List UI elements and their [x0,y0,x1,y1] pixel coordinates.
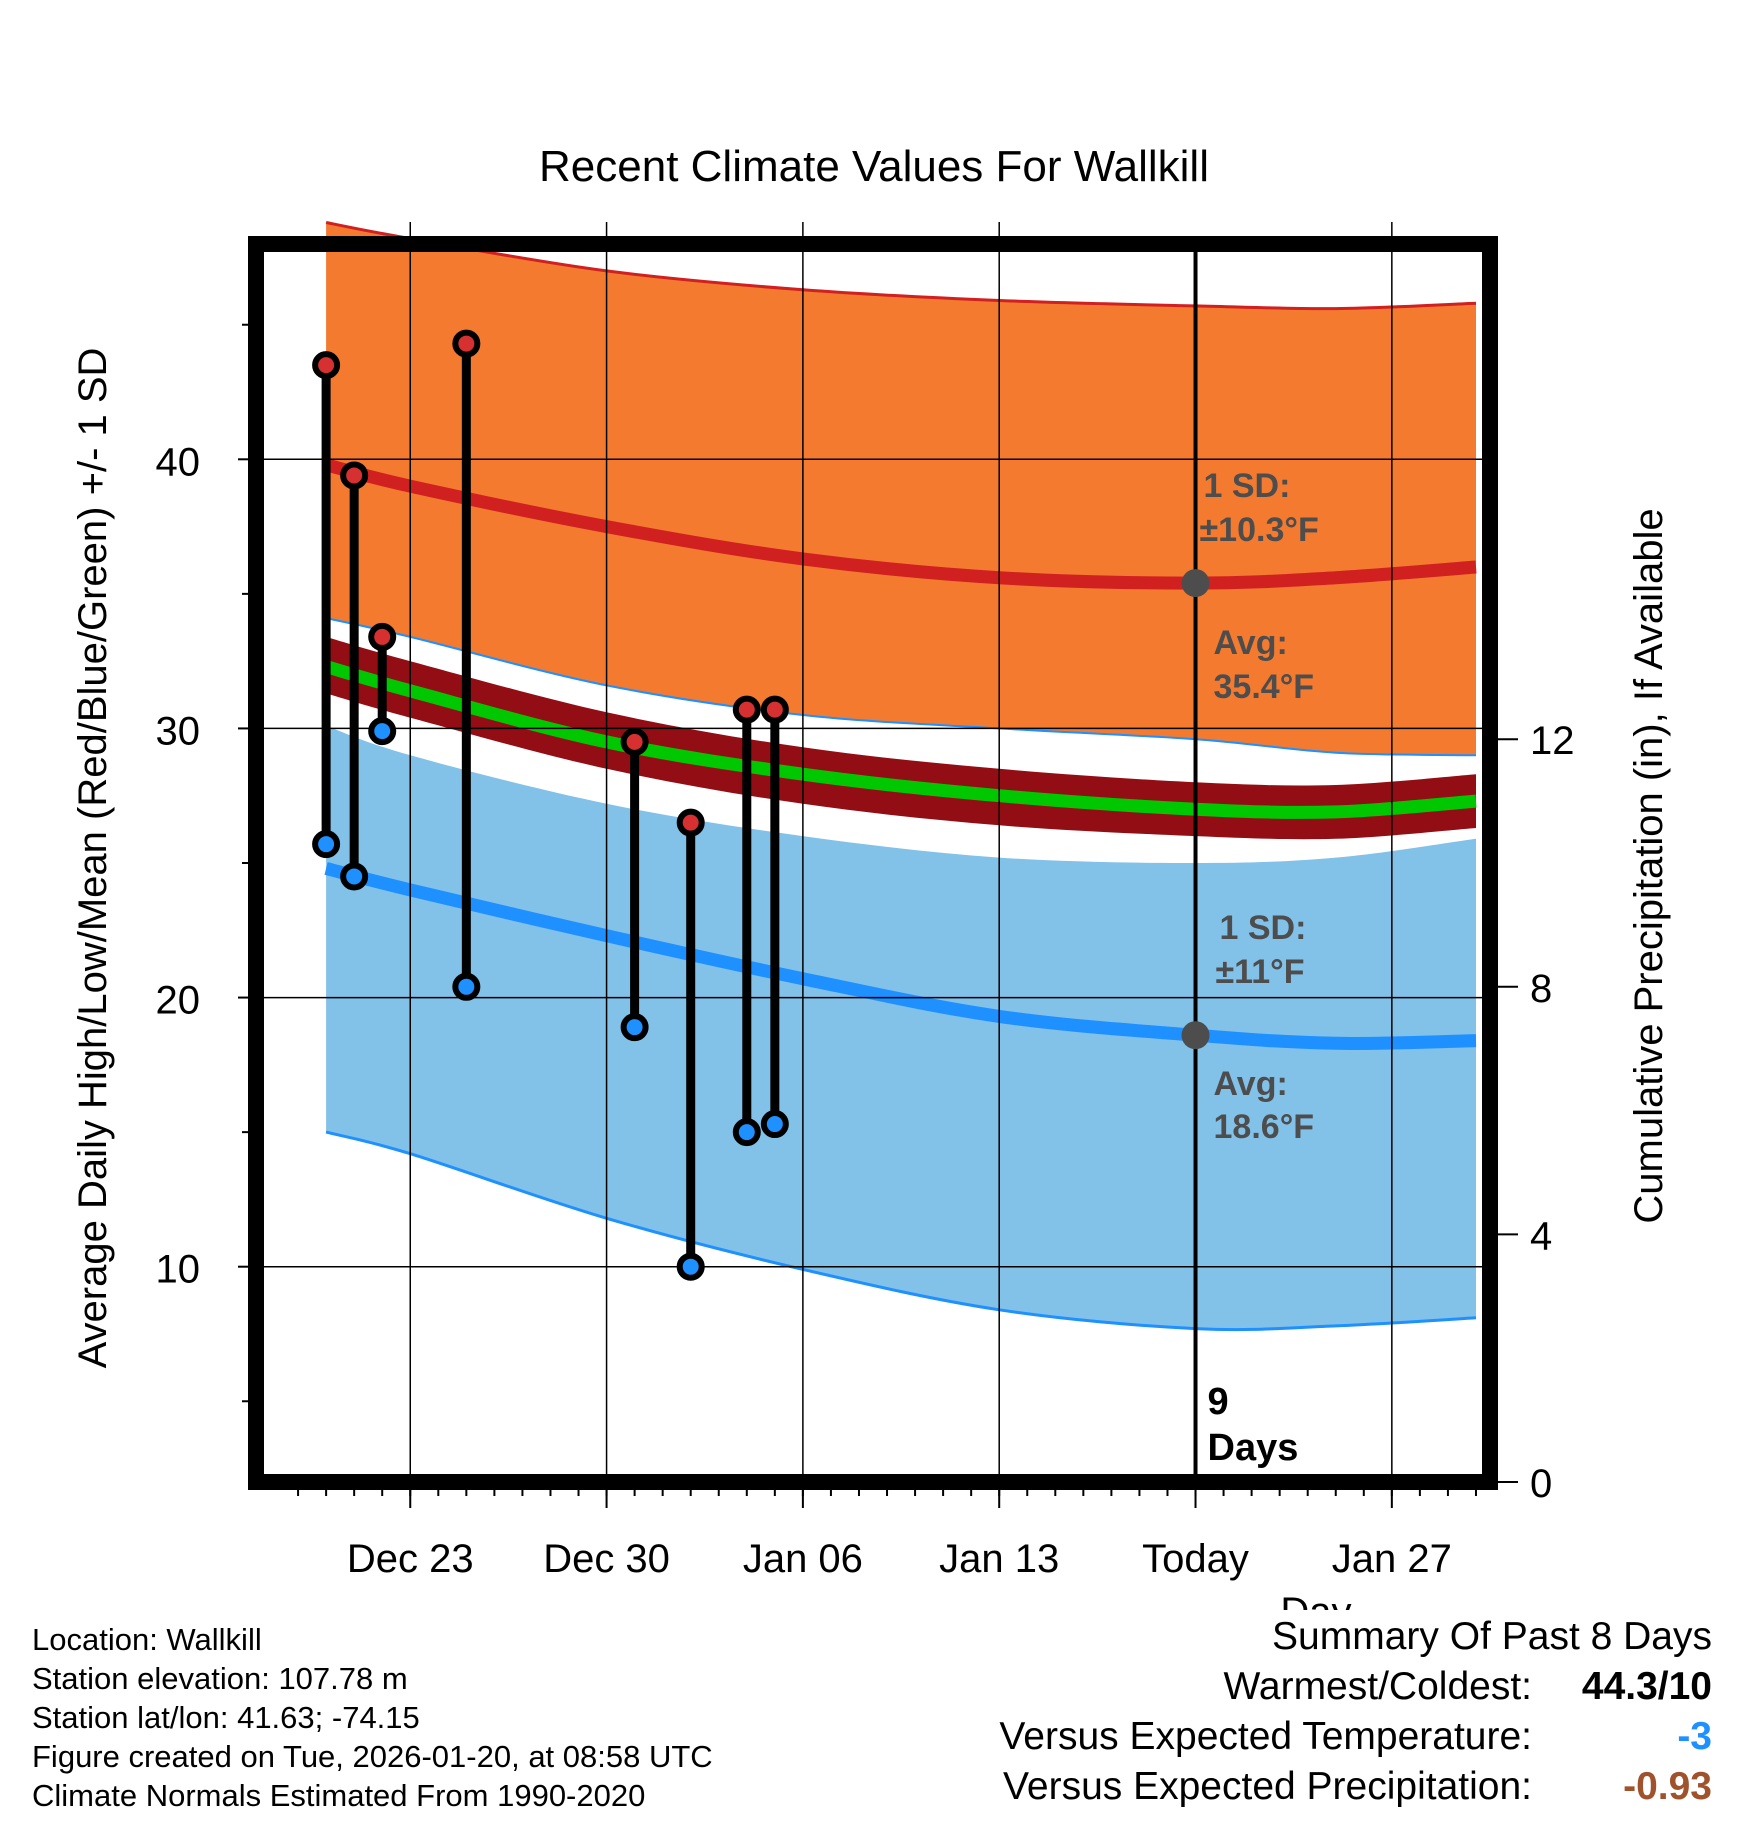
station-info: Location: Wallkill Station elevation: 10… [32,1620,713,1815]
observed-high-point-3 [452,329,481,358]
x-axis-label: Day [1280,1590,1351,1610]
high-avg-label: Avg: [1214,624,1288,662]
warm-cold-row: Warmest/Coldest: 44.3/10 [999,1662,1712,1712]
low-avg-value: 18.6°F [1214,1108,1315,1146]
observed-low-point-7 [760,1110,789,1139]
observed-low-point-3 [452,972,481,1001]
today-avg-marker-0 [1181,569,1210,598]
warm-cold-label: Warmest/Coldest: [1223,1665,1532,1708]
mean-sd-band [326,636,1477,840]
y-tick-label-10: 10 [156,1248,201,1292]
high-sd-label: 1 SD: [1204,467,1291,505]
observed-high-point-5 [676,808,705,837]
temp-row: Versus Expected Temperature: -3 [999,1712,1712,1762]
normals-text: Climate Normals Estimated From 1990-2020 [32,1778,646,1813]
y-axis-label: Average Daily High/Low/Mean (Red/Blue/Gr… [71,348,115,1369]
observed-values [312,329,1210,1281]
observed-high-point-4 [620,727,649,756]
y-tick-label-30: 30 [156,709,201,753]
observed-low-point-1 [340,862,369,891]
x-tick-label--14: Jan 06 [743,1537,863,1581]
observed-high-point-7 [760,695,789,724]
observed-high-point-6 [732,695,761,724]
y-tick-label-20: 20 [156,979,201,1023]
elevation-text: Station elevation: 107.78 m [32,1661,408,1696]
high-sd-value: ±10.3°F [1200,511,1319,549]
x-tick-label-7: Jan 27 [1332,1537,1452,1581]
summary-title: Summary Of Past 8 Days [1272,1615,1712,1658]
observed-low-point-5 [676,1252,705,1281]
precip-value: -0.93 [1623,1765,1712,1808]
y2-tick-label-0: 0 [1530,1462,1552,1506]
axis-ticks: 10 20 30 40 0 4 8 12 Dec 23 Dec 30 Jan 06 Jan 13 Tod… [156,323,1575,1581]
normal-bands [324,221,1477,1332]
created-text: Figure created on Tue, 2026-01-20, at 08… [32,1739,713,1774]
observed-low-point-6 [732,1118,761,1147]
x-tick-label--28: Dec 23 [347,1537,474,1581]
observed-high-point-0 [312,351,341,380]
location-text: Location: Wallkill [32,1622,262,1657]
high-sd-band [326,222,1477,756]
y2-tick-label-12: 12 [1530,719,1575,763]
observed-high-point-1 [340,461,369,490]
low-sd-value: ±11°F [1216,953,1305,991]
grid-lines [256,222,1490,1482]
precip-row: Versus Expected Precipitation: -0.93 [999,1762,1712,1812]
x-tick-label-0: Today [1142,1537,1249,1581]
frame-border [248,236,1498,1490]
y2-axis-label: Cumulative Precipitation (in), If Availa… [1627,508,1671,1223]
days-count: 9 [1208,1381,1229,1423]
today-avg-marker-1 [1181,1021,1210,1050]
low-sd-label: 1 SD: [1220,909,1307,947]
warm-cold-value: 44.3/10 [1581,1665,1712,1708]
low-lower-edge [325,1130,1477,1332]
observed-low-point-2 [368,717,397,746]
chart-title: Recent Climate Values For Wallkill [539,142,1209,191]
y-tick-label-40: 40 [156,440,201,484]
observed-low-point-4 [620,1013,649,1042]
temp-label: Versus Expected Temperature: [999,1715,1532,1758]
summary-panel: Summary Of Past 8 Days Warmest/Coldest: 4… [999,1612,1712,1812]
climate-chart: Recent Climate Values For Wallkill 10 20 3… [71,142,1671,1610]
low-sd-band [326,725,1477,1330]
days-word: Days [1208,1427,1299,1469]
annotations: 1 SD: ±10.3°F Avg: 35.4°F 1 SD: ±11°F Avg: 18.6… [1200,467,1319,1469]
x-tick-label--7: Jan 13 [939,1537,1059,1581]
latlon-text: Station lat/lon: 41.63; -74.15 [32,1700,420,1735]
observed-high-point-2 [368,622,397,651]
observed-low-point-0 [312,830,341,859]
x-tick-label--21: Dec 30 [543,1537,670,1581]
precip-label: Versus Expected Precipitation: [1003,1765,1532,1808]
temp-value: -3 [1677,1715,1712,1758]
plot-frame [248,236,1498,1490]
high-avg-value: 35.4°F [1214,668,1315,706]
y2-tick-label-4: 4 [1530,1214,1552,1258]
low-avg-label: Avg: [1214,1065,1288,1103]
y2-tick-label-8: 8 [1530,967,1552,1011]
